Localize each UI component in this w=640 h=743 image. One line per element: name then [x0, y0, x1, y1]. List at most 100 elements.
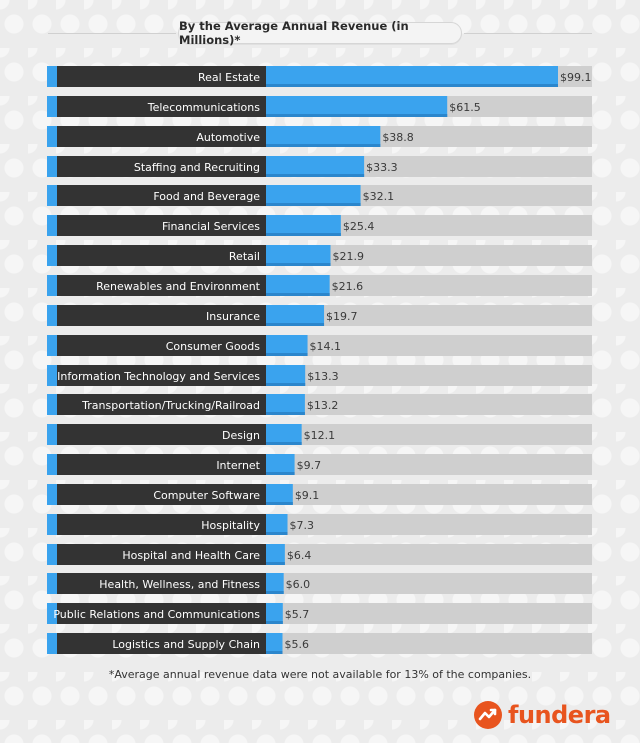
category-label: Health, Wellness, and Fitness — [99, 578, 260, 591]
bar-shadow — [266, 621, 283, 624]
value-label: $21.9 — [333, 250, 365, 263]
bar — [266, 126, 381, 147]
bar — [266, 573, 284, 594]
row-accent — [47, 305, 57, 326]
bar — [266, 96, 448, 117]
category-band — [57, 544, 266, 565]
bar — [266, 544, 285, 565]
chart-title: By the Average Annual Revenue (in Millio… — [178, 19, 462, 47]
category-band — [57, 394, 266, 415]
row-accent — [47, 424, 57, 445]
bar — [266, 603, 283, 624]
category-band — [57, 603, 266, 624]
bar — [266, 424, 302, 445]
bar — [266, 365, 306, 386]
bar-shadow — [266, 144, 381, 147]
value-label: $12.1 — [304, 429, 336, 442]
bar-shadow — [266, 263, 331, 266]
row-accent — [47, 215, 57, 236]
category-label: Renewables and Environment — [96, 280, 261, 293]
category-band — [57, 305, 266, 326]
category-label: Hospitality — [201, 519, 260, 532]
category-band — [57, 185, 266, 206]
value-label: $38.8 — [382, 131, 414, 144]
row-accent — [47, 573, 57, 594]
category-band — [57, 275, 266, 296]
value-label: $6.4 — [287, 549, 312, 562]
bar — [266, 484, 293, 505]
value-label: $13.2 — [307, 399, 339, 412]
row-accent — [47, 603, 57, 624]
row-accent — [47, 365, 57, 386]
category-label: Retail — [229, 250, 260, 263]
bar — [266, 66, 558, 87]
row-accent — [47, 514, 57, 535]
bar-shadow — [266, 562, 285, 565]
category-label: Financial Services — [162, 220, 260, 233]
category-label: Staffing and Recruiting — [134, 161, 260, 174]
bar — [266, 275, 330, 296]
value-label: $61.5 — [449, 101, 481, 114]
bar-shadow — [266, 203, 361, 206]
category-band — [57, 573, 266, 594]
row-accent — [47, 544, 57, 565]
trend-arrow-icon — [474, 701, 502, 729]
value-label: $99.1 — [560, 71, 592, 84]
value-label: $21.6 — [332, 280, 364, 293]
row-accent — [47, 394, 57, 415]
category-label: Computer Software — [153, 489, 260, 502]
bar — [266, 454, 295, 475]
bar — [266, 633, 283, 654]
bar — [266, 215, 341, 236]
category-label: Insurance — [206, 310, 260, 323]
bar-shadow — [266, 412, 305, 415]
brand-name: fundera — [508, 701, 611, 729]
category-band — [57, 126, 266, 147]
category-band — [57, 335, 266, 356]
category-label: Logistics and Supply Chain — [112, 638, 260, 651]
bar-shadow — [266, 502, 293, 505]
bar-shadow — [266, 293, 330, 296]
row-accent — [47, 96, 57, 117]
value-label: $5.6 — [285, 638, 310, 651]
row-accent — [47, 484, 57, 505]
category-band — [57, 96, 266, 117]
category-band — [57, 215, 266, 236]
category-label: Design — [222, 429, 260, 442]
bar — [266, 185, 361, 206]
value-label: $6.0 — [286, 578, 311, 591]
bar — [266, 514, 288, 535]
category-band — [57, 66, 266, 87]
category-band — [57, 365, 266, 386]
bar-shadow — [266, 472, 295, 475]
bar-shadow — [266, 442, 302, 445]
value-label: $13.3 — [307, 370, 339, 383]
bar — [266, 245, 331, 266]
category-band — [57, 633, 266, 654]
row-accent — [47, 245, 57, 266]
bar-shadow — [266, 591, 284, 594]
row-accent — [47, 126, 57, 147]
bar-shadow — [266, 233, 341, 236]
value-label: $19.7 — [326, 310, 358, 323]
category-band — [57, 514, 266, 535]
footnote: *Average annual revenue data were not av… — [108, 668, 532, 681]
category-label: Information Technology and Services — [57, 370, 260, 383]
category-label: Consumer Goods — [166, 340, 261, 353]
bar-shadow — [266, 651, 283, 654]
row-accent — [47, 633, 57, 654]
value-label: $9.1 — [295, 489, 320, 502]
row-accent — [47, 185, 57, 206]
bar — [266, 394, 305, 415]
category-label: Hospital and Health Care — [122, 549, 260, 562]
row-accent — [47, 335, 57, 356]
row-accent — [47, 66, 57, 87]
brand-logo: fundera — [474, 698, 611, 732]
value-label: $14.1 — [310, 340, 342, 353]
bar-shadow — [266, 532, 288, 535]
category-label: Telecommunications — [147, 101, 261, 114]
category-band — [57, 484, 266, 505]
bar-shadow — [266, 383, 306, 386]
bar-shadow — [266, 323, 325, 326]
row-accent — [47, 156, 57, 177]
